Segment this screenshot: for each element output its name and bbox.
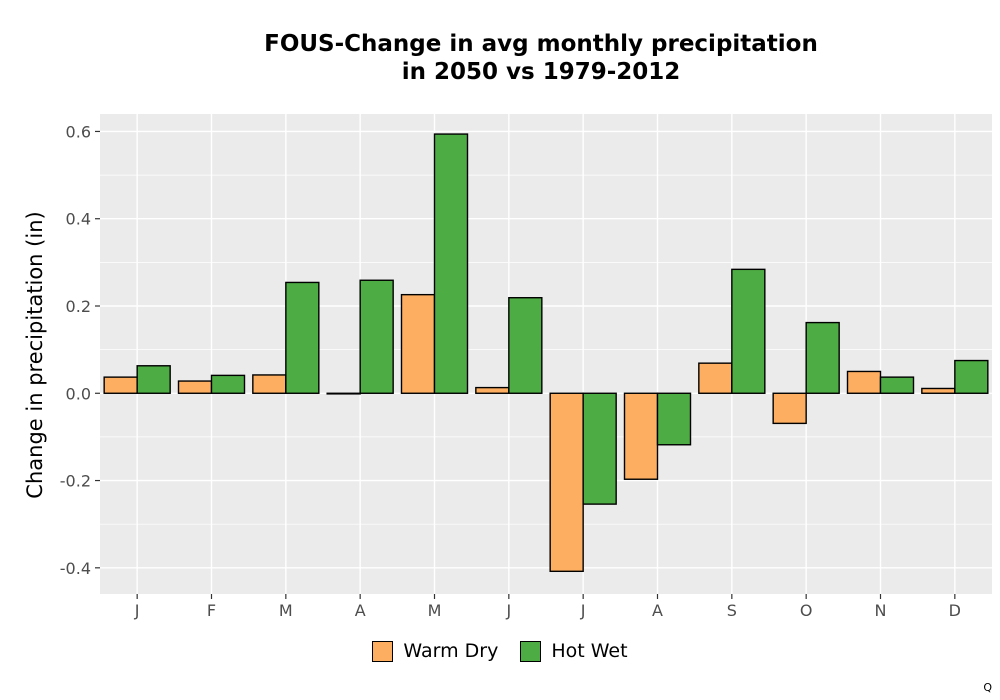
bar-warm-dry [103, 376, 138, 394]
legend-item-warm-dry: Warm Dry [372, 640, 498, 662]
bar-warm-dry [177, 380, 213, 394]
bar-warm-dry [846, 370, 882, 394]
y-tick-label: -0.4 [60, 559, 91, 578]
legend-swatch-hot-wet [520, 640, 542, 662]
legend-item-hot-wet: Hot Wet [520, 640, 628, 662]
legend: Warm Dry Hot Wet [0, 640, 1000, 662]
y-tick-label: 0.2 [66, 297, 91, 316]
x-tick-label: A [652, 601, 663, 620]
bar-hot-wet [731, 268, 766, 394]
y-tick-label: -0.2 [60, 472, 91, 491]
chart-title: FOUS-Change in avg monthly precipitation… [140, 30, 942, 86]
x-tick-label: F [207, 601, 216, 620]
x-tick-label: M [428, 601, 442, 620]
bar-warm-dry [921, 387, 956, 394]
bar-warm-dry [252, 374, 287, 394]
bar-warm-dry [698, 362, 733, 394]
plot-panel [100, 114, 992, 594]
bar-warm-dry [400, 293, 436, 394]
bar-hot-wet [508, 297, 543, 394]
bar-warm-dry [549, 392, 584, 573]
chart-title-line-2: in 2050 vs 1979-2012 [401, 59, 681, 85]
corner-mark: Q [983, 681, 992, 694]
bar-hot-wet [954, 359, 989, 394]
legend-label-hot-wet: Hot Wet [551, 640, 628, 662]
x-tick-label: S [727, 601, 737, 620]
x-tick-label: O [800, 601, 813, 620]
x-tick-label: N [875, 601, 887, 620]
bar-warm-dry [475, 386, 510, 394]
x-tick-label: A [355, 601, 366, 620]
bar-hot-wet [210, 374, 246, 394]
x-tick-label: M [279, 601, 293, 620]
y-tick-label: 0.6 [66, 122, 91, 141]
y-tick-label: 0.0 [66, 384, 91, 403]
x-tick-label: D [949, 601, 961, 620]
legend-label-warm-dry: Warm Dry [403, 640, 499, 662]
bar-hot-wet [879, 376, 915, 394]
bar-warm-dry [623, 392, 659, 480]
bar-warm-dry [772, 392, 807, 425]
x-tick-label: J [505, 601, 511, 620]
bar-hot-wet [285, 281, 320, 394]
x-tick-label: J [134, 601, 140, 620]
legend-swatch-warm-dry [372, 640, 394, 662]
bar-hot-wet [805, 321, 840, 394]
x-tick-label: J [580, 601, 586, 620]
y-tick-label: 0.4 [66, 210, 91, 229]
bar-hot-wet [433, 133, 469, 394]
bar-hot-wet [656, 392, 692, 446]
bar-hot-wet [359, 279, 394, 394]
bar-warm-dry [326, 392, 361, 395]
chart-title-line-1: FOUS-Change in avg monthly precipitation [264, 31, 818, 57]
bar-hot-wet [582, 392, 617, 505]
bar-hot-wet [136, 365, 171, 394]
